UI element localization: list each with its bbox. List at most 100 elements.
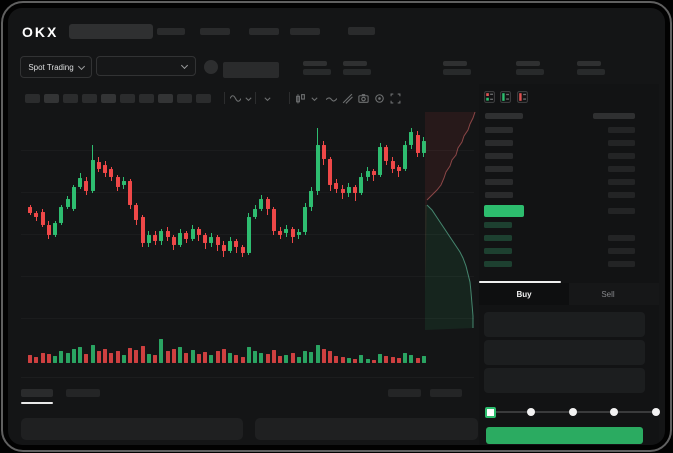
candle-body	[378, 147, 382, 175]
candle-body	[46, 225, 51, 235]
bid-price-placeholder	[484, 222, 512, 228]
stat-label-placeholder	[443, 61, 467, 66]
ask-row[interactable]	[481, 125, 657, 136]
nav-item-placeholder[interactable]	[157, 28, 185, 35]
bottom-action-placeholder[interactable]	[388, 389, 421, 397]
bid-row[interactable]	[481, 259, 657, 270]
chevron-down-icon[interactable]	[244, 95, 255, 106]
fullscreen-icon[interactable]	[390, 93, 401, 104]
slider-dot[interactable]	[610, 408, 619, 416]
candle-body	[396, 167, 401, 171]
ask-row[interactable]	[481, 138, 657, 149]
volume-bar	[103, 349, 107, 363]
pair-name-placeholder	[223, 62, 279, 78]
stat-value-placeholder	[343, 69, 371, 75]
orderbook-view-sells-icon[interactable]	[517, 90, 528, 108]
ask-row[interactable]	[481, 190, 657, 201]
indicators-icon[interactable]	[230, 93, 241, 104]
timeframe-placeholder[interactable]	[177, 94, 192, 103]
gridline	[21, 276, 474, 277]
timeframe-placeholder[interactable]	[158, 94, 173, 103]
ask-row[interactable]	[481, 164, 657, 175]
candle-body	[178, 233, 182, 245]
orderbook-view-buys-icon[interactable]	[500, 90, 511, 108]
chevron-down-icon[interactable]	[310, 95, 321, 106]
slider-dot[interactable]	[568, 408, 577, 416]
volume-bar	[121, 355, 126, 363]
timeframe-placeholder[interactable]	[44, 94, 59, 103]
bid-row[interactable]	[481, 233, 657, 244]
volume-bar	[378, 354, 382, 363]
volume-bar	[146, 354, 151, 363]
search-bar-placeholder[interactable]	[69, 24, 153, 39]
okx-logo[interactable]: OKX	[22, 24, 59, 40]
ask-row[interactable]	[481, 151, 657, 162]
total-input-placeholder[interactable]	[484, 368, 645, 393]
volume-bar	[346, 358, 351, 363]
volume-bar	[415, 358, 420, 363]
tab-buy[interactable]: Buy	[516, 290, 532, 299]
timeframe-placeholder[interactable]	[139, 94, 154, 103]
candle-body	[384, 147, 389, 161]
pair-dropdown[interactable]	[96, 56, 196, 76]
buy-tab-indicator	[479, 281, 561, 283]
candle-style-icon[interactable]	[295, 93, 306, 104]
orderbook-view-split-icon[interactable]	[484, 90, 495, 108]
candle-body	[109, 169, 114, 177]
candle-body	[221, 245, 226, 251]
candle-body	[246, 217, 251, 253]
settings-icon[interactable]	[374, 93, 385, 104]
candle-body	[159, 231, 164, 241]
camera-icon[interactable]	[358, 93, 369, 104]
slider-dot[interactable]	[652, 408, 660, 416]
buy-button[interactable]	[486, 427, 643, 444]
candle-body	[215, 237, 220, 245]
bid-row[interactable]	[481, 220, 657, 231]
chart-bottom-divider	[21, 377, 474, 378]
timeframe-placeholder[interactable]	[25, 94, 40, 103]
bottom-action-placeholder[interactable]	[430, 389, 462, 397]
nav-item-placeholder[interactable]	[249, 28, 279, 35]
timeframe-placeholder[interactable]	[120, 94, 135, 103]
volume-bar	[53, 356, 57, 363]
orderbook-amount-header-placeholder	[593, 113, 635, 119]
timeframe-placeholder[interactable]	[82, 94, 97, 103]
sell-tab-surface	[569, 283, 659, 305]
candle-body	[115, 177, 120, 187]
bottom-tab-active[interactable]	[21, 389, 53, 397]
orders-panel-placeholder	[21, 418, 243, 440]
candle-body	[209, 237, 214, 243]
ask-amount-placeholder	[608, 153, 635, 159]
ruler-icon[interactable]	[342, 93, 353, 104]
volume-bar	[34, 357, 39, 363]
volume-bar	[171, 349, 176, 363]
trendline-icon[interactable]	[326, 93, 337, 104]
price-input-placeholder[interactable]	[484, 312, 645, 337]
candle-body	[128, 181, 132, 205]
ask-amount-placeholder	[608, 192, 635, 198]
ask-row[interactable]	[481, 177, 657, 188]
nav-item-placeholder[interactable]	[200, 28, 230, 35]
market-type-label: Spot Trading	[28, 62, 74, 72]
slider-handle[interactable]	[485, 407, 496, 418]
volume-bar	[46, 354, 51, 363]
chevron-down-icon[interactable]	[263, 95, 274, 106]
market-type-selector[interactable]: Spot Trading	[20, 56, 92, 78]
bid-row[interactable]	[481, 246, 657, 257]
timeframe-placeholder[interactable]	[196, 94, 211, 103]
stat-label-placeholder	[577, 61, 601, 66]
orderbook-last-price[interactable]	[484, 205, 524, 217]
slider-dot[interactable]	[526, 408, 535, 416]
candle-body	[296, 232, 301, 235]
volume-bar	[165, 351, 170, 363]
orders-panel-placeholder	[255, 418, 478, 440]
orderbook-price-header-placeholder	[485, 113, 523, 119]
ask-price-placeholder	[485, 153, 513, 159]
timeframe-placeholder[interactable]	[63, 94, 78, 103]
nav-right-placeholder[interactable]	[348, 27, 375, 35]
timeframe-placeholder[interactable]	[101, 94, 116, 103]
amount-input-placeholder[interactable]	[484, 340, 645, 365]
nav-item-placeholder[interactable]	[290, 28, 320, 35]
tab-sell[interactable]: Sell	[601, 290, 615, 299]
bottom-tab[interactable]	[66, 389, 100, 397]
